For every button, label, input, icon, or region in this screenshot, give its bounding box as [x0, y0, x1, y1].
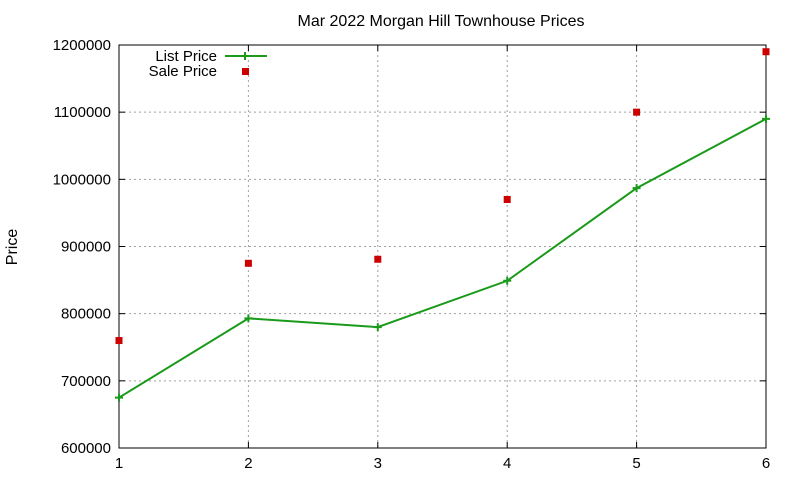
data-point-sale-price — [633, 108, 641, 116]
data-point-sale-price — [244, 259, 252, 267]
legend-marker-list-price — [241, 52, 249, 60]
chart-title: Mar 2022 Morgan Hill Townhouse Prices — [298, 13, 585, 30]
plot-frame — [118, 44, 767, 449]
x-tick-label: 6 — [762, 455, 770, 472]
x-tick-label: 5 — [632, 455, 640, 472]
x-tick-label: 1 — [115, 455, 123, 472]
grid — [119, 45, 766, 448]
data-point-list-price — [115, 393, 123, 402]
y-tick-label: 900000 — [61, 239, 111, 256]
data-point-list-price — [373, 323, 382, 332]
legend-label-list-price: List Price — [155, 48, 217, 65]
legend-marker-sale-price — [242, 68, 249, 75]
y-axis-label: Price — [4, 229, 21, 266]
data-point-sale-price — [762, 48, 770, 56]
y-tick-label: 800000 — [61, 306, 111, 323]
y-tick-label: 1200000 — [53, 37, 111, 54]
data-point-list-price — [632, 184, 641, 193]
x-tick-label: 2 — [244, 455, 252, 472]
y-tick-label: 700000 — [61, 373, 111, 390]
data-point-sale-price — [115, 337, 123, 345]
x-tick-label: 3 — [374, 455, 382, 472]
x-tick-label: 4 — [503, 455, 511, 472]
axis-ticks: 6000007000008000009000001000000110000012… — [53, 37, 771, 472]
legend: List Price Sale Price — [149, 48, 267, 80]
y-tick-label: 600000 — [61, 440, 111, 457]
y-tick-label: 1100000 — [54, 104, 111, 121]
legend-label-sale-price: Sale Price — [149, 63, 217, 80]
series-line-list-price — [118, 118, 767, 399]
data-point-list-price — [503, 276, 512, 285]
data-point-list-price — [244, 314, 253, 323]
data-point-sale-price — [374, 255, 382, 263]
data-point-sale-price — [503, 195, 511, 203]
y-tick-label: 1000000 — [53, 171, 111, 188]
data-point-list-price — [762, 114, 770, 123]
series — [115, 48, 770, 402]
